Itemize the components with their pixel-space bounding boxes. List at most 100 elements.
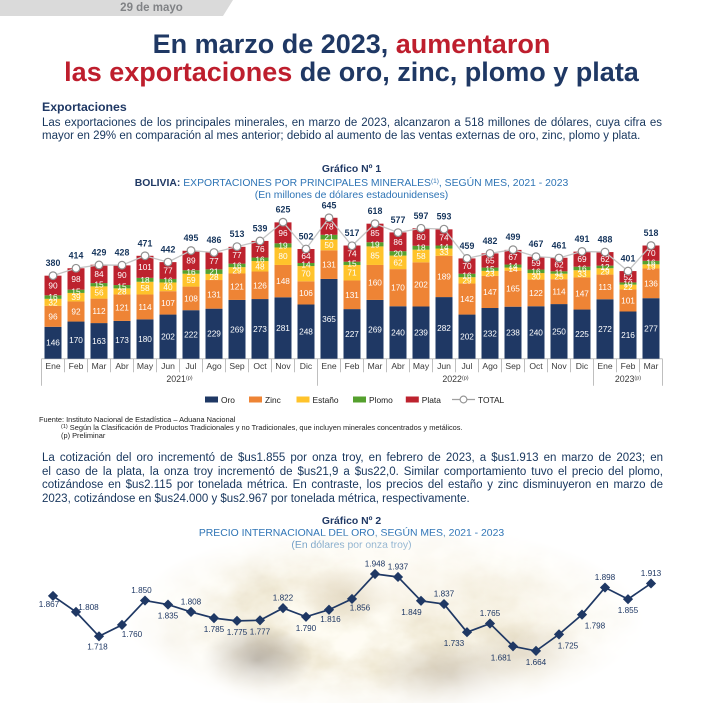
svg-text:14: 14: [439, 242, 449, 252]
svg-text:71: 71: [347, 268, 357, 278]
svg-text:92: 92: [71, 307, 81, 317]
svg-text:1.760: 1.760: [122, 630, 143, 639]
svg-text:227: 227: [345, 329, 359, 339]
svg-text:74: 74: [439, 232, 449, 242]
svg-text:Jul: Jul: [186, 361, 197, 371]
svg-text:122: 122: [529, 288, 543, 298]
svg-text:76: 76: [255, 244, 265, 254]
svg-text:62: 62: [600, 254, 610, 264]
svg-text:19: 19: [370, 239, 380, 249]
svg-text:Plomo: Plomo: [369, 395, 393, 405]
svg-text:131: 131: [207, 289, 221, 299]
svg-text:1.798: 1.798: [585, 622, 606, 631]
svg-text:69: 69: [577, 254, 587, 264]
svg-text:1.855: 1.855: [618, 606, 639, 615]
svg-text:107: 107: [161, 298, 175, 308]
svg-text:TOTAL: TOTAL: [478, 395, 505, 405]
svg-text:21: 21: [324, 232, 334, 242]
svg-text:1.785: 1.785: [204, 625, 225, 634]
svg-text:14: 14: [508, 264, 518, 274]
svg-text:106: 106: [299, 288, 313, 298]
svg-text:29: 29: [232, 265, 242, 275]
svg-text:15: 15: [71, 286, 81, 296]
svg-text:Mar: Mar: [92, 361, 107, 371]
svg-text:1.808: 1.808: [78, 603, 99, 612]
svg-text:May: May: [137, 361, 154, 371]
svg-text:25: 25: [554, 271, 564, 281]
svg-text:14: 14: [508, 261, 518, 271]
svg-text:Feb: Feb: [621, 361, 636, 371]
svg-text:33: 33: [439, 247, 449, 257]
svg-text:10: 10: [623, 279, 633, 289]
svg-text:19: 19: [278, 240, 288, 250]
svg-text:486: 486: [207, 235, 222, 245]
svg-text:272: 272: [598, 324, 612, 334]
svg-text:645: 645: [322, 200, 337, 210]
svg-text:16: 16: [48, 292, 58, 302]
svg-text:32: 32: [48, 297, 58, 307]
svg-text:1.850: 1.850: [131, 586, 152, 595]
svg-text:Dic: Dic: [300, 361, 313, 371]
svg-text:428: 428: [115, 248, 130, 258]
svg-text:Ago: Ago: [482, 361, 498, 371]
svg-text:74: 74: [347, 249, 357, 259]
svg-text:1.867: 1.867: [39, 600, 60, 609]
svg-text:625: 625: [276, 205, 291, 215]
svg-text:77: 77: [163, 266, 173, 276]
svg-text:16: 16: [163, 276, 173, 286]
svg-text:90: 90: [48, 281, 58, 291]
svg-text:461: 461: [552, 241, 567, 251]
svg-text:165: 165: [506, 284, 520, 294]
svg-text:160: 160: [368, 277, 382, 287]
svg-text:101: 101: [621, 296, 635, 306]
svg-text:146: 146: [46, 338, 60, 348]
svg-text:16: 16: [186, 267, 196, 277]
svg-text:20: 20: [393, 248, 403, 258]
svg-text:499: 499: [506, 232, 521, 242]
svg-text:85: 85: [370, 228, 380, 238]
svg-text:108: 108: [184, 293, 198, 303]
svg-text:85: 85: [370, 251, 380, 261]
svg-text:Ene: Ene: [597, 361, 613, 371]
svg-text:459: 459: [460, 241, 475, 251]
svg-text:1.835: 1.835: [158, 612, 179, 621]
svg-text:14: 14: [301, 260, 311, 270]
svg-text:78: 78: [324, 221, 334, 231]
svg-text:1.725: 1.725: [558, 641, 579, 650]
svg-text:77: 77: [209, 256, 219, 266]
svg-text:Ago: Ago: [206, 361, 222, 371]
svg-text:495: 495: [184, 233, 199, 243]
svg-text:269: 269: [368, 324, 382, 334]
svg-text:67: 67: [508, 252, 518, 262]
svg-text:80: 80: [278, 251, 288, 261]
svg-text:Nov: Nov: [551, 361, 567, 371]
svg-text:29: 29: [462, 275, 472, 285]
svg-text:593: 593: [437, 212, 452, 222]
svg-text:70: 70: [646, 248, 656, 258]
svg-text:Dic: Dic: [576, 361, 589, 371]
svg-text:222: 222: [184, 329, 198, 339]
svg-text:1.790: 1.790: [296, 624, 317, 633]
svg-text:86: 86: [393, 237, 403, 247]
svg-text:18: 18: [140, 275, 150, 285]
svg-text:229: 229: [207, 329, 221, 339]
svg-text:39: 39: [71, 292, 81, 302]
svg-text:281: 281: [276, 323, 290, 333]
svg-text:170: 170: [391, 283, 405, 293]
svg-text:112: 112: [92, 306, 106, 316]
svg-text:1.808: 1.808: [181, 597, 202, 606]
svg-text:147: 147: [575, 289, 589, 299]
svg-text:70: 70: [301, 269, 311, 279]
svg-text:Oct: Oct: [253, 361, 267, 371]
svg-text:114: 114: [138, 302, 152, 312]
svg-text:28: 28: [117, 286, 127, 296]
svg-text:65: 65: [485, 256, 495, 266]
svg-text:Ene: Ene: [45, 361, 61, 371]
svg-text:250: 250: [552, 326, 566, 336]
svg-text:414: 414: [69, 251, 84, 261]
svg-text:23: 23: [485, 268, 495, 278]
svg-text:238: 238: [506, 328, 520, 338]
svg-text:513: 513: [230, 229, 245, 239]
svg-text:240: 240: [391, 328, 405, 338]
svg-text:98: 98: [71, 274, 81, 284]
